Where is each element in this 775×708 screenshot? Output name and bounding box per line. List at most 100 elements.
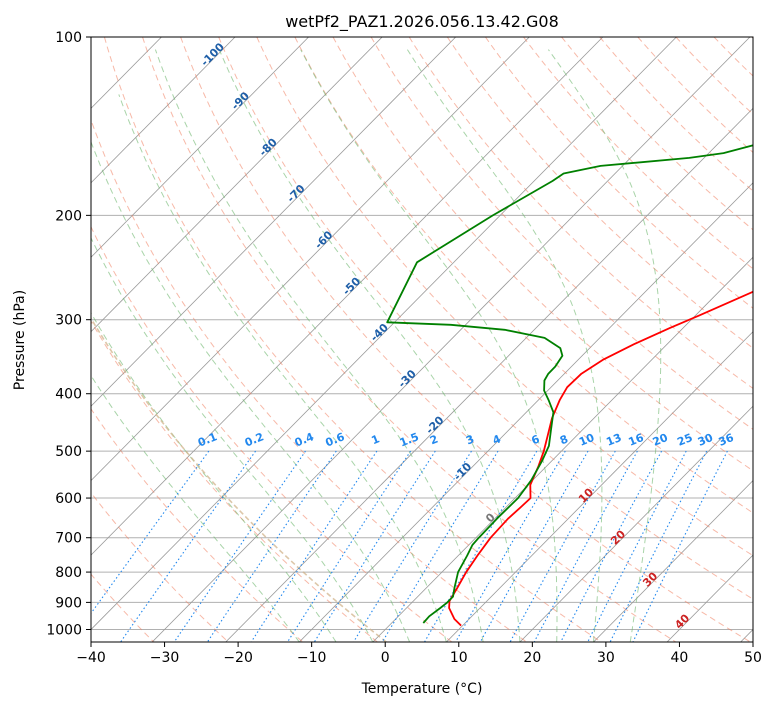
chart-title: wetPf2_PAZ1.2026.056.13.42.G08 [285,12,559,32]
y-tick-label: 300 [55,313,82,329]
dry-adiabat-330 [218,37,753,600]
mixing-ratio-label: 30 [696,431,715,449]
dry-adiabat-410 [523,37,753,270]
mixing-ratio-label: 13 [604,431,623,449]
y-tick-label: 1000 [46,623,82,639]
profiles [386,144,753,627]
y-tick-label: 600 [55,491,82,507]
moist-adiabat-20 [218,49,521,642]
mixing-ratio-line-0.2 [120,450,257,642]
mixing-ratio-line-0.4 [173,450,306,642]
dry-adiabat-370 [370,37,753,430]
mixing-ratio-line-1.5 [287,450,412,642]
x-tick-label: −10 [297,650,327,666]
mixing-ratio-label: 8 [558,432,570,447]
moist-adiabat--10 [91,374,300,642]
mixing-ratio-line-3 [353,450,472,642]
ice-curve [91,316,387,642]
x-tick-label: 0 [381,650,390,666]
x-axis-title: Temperature (°C) [361,681,483,697]
y-tick-label: 700 [55,531,82,547]
mixing-ratio-line-10 [479,450,589,642]
isotherm--30 [151,37,751,642]
temperature-profile [448,290,753,627]
isotherm--80 [91,37,383,333]
dewpoint-profile [386,144,753,624]
mixing-ratio-line-0.6 [206,450,337,642]
y-tick-label: 400 [55,387,82,403]
x-tick-label: 30 [597,650,615,666]
x-tick-label: −30 [150,650,180,666]
mixing-ratio-line-0.1 [91,450,210,615]
dry-adiabat-310 [142,37,677,642]
dry-adiabat-420 [561,37,753,231]
mixing-ratio-label: 36 [717,431,736,449]
background-lines [91,37,753,642]
isotherm-30 [593,480,753,642]
y-tick-label: 900 [55,595,82,611]
dry-adiabat-440 [637,37,753,154]
mixing-ratio-line-4 [381,450,499,642]
isotherm-20 [519,405,753,642]
y-tick-label: 800 [55,565,82,581]
x-tick-label: 50 [744,650,762,666]
isotherm--10 [298,182,753,642]
mixing-ratio-line-16 [533,450,638,642]
x-tick-label: −20 [223,650,253,666]
mixing-ratio-label: 20 [651,431,670,449]
dry-adiabat-280 [91,225,453,642]
dry-adiabat-360 [332,37,753,472]
mixing-ratio-line-25 [587,450,687,642]
moist-adiabat-0 [91,236,374,642]
isotherm-0 [372,256,753,642]
mixing-ratio-label: 16 [627,431,646,449]
isotherm--90 [91,37,309,258]
isotherm--20 [225,107,753,642]
mixing-ratio-label: 25 [675,431,694,449]
plot-frame [90,36,754,643]
mixing-ratio-line-13 [509,450,616,642]
moist-adiabat-15 [154,49,484,642]
isotherm--70 [91,37,457,407]
x-axis: −40 −30 −20 −10 0 10 20 30 40 50 [76,642,762,666]
dry-adiabat-270 [91,320,378,642]
mixing-ratio-line-6 [424,450,538,642]
x-tick-label: −40 [76,650,106,666]
moist-adiabat-10 [118,94,447,642]
y-axis-title: Pressure (hPa) [12,290,28,390]
mixing-ratio-line-8 [455,450,566,642]
x-tick-label: 10 [450,650,468,666]
moist-adiabat-25 [300,49,558,642]
dry-adiabat-300 [103,37,602,642]
y-tick-label: 500 [55,444,82,460]
moist-adiabat-30 [406,49,603,642]
y-axis: 1000 900 800 700 600 500 400 300 200 100 [46,30,91,639]
isotherm--40 [91,37,677,631]
moist-adiabat-35 [547,49,662,642]
dry-adiabat-340 [256,37,753,557]
isotherm--60 [91,37,530,482]
dry-adiabat-350 [294,37,753,514]
mixing-ratio-label: 10 [577,431,596,449]
dry-adiabat-260 [91,407,304,642]
dry-adiabat-320 [180,37,751,642]
dry-adiabat-380 [408,37,753,390]
x-tick-label: 40 [671,650,689,666]
mixing-ratio-label: 2 [428,432,440,447]
dry-adiabat-390 [446,37,753,349]
mixing-ratio-line-30 [609,450,708,642]
dry-adiabat-290 [91,118,527,642]
isotherm-10 [446,331,753,642]
mixing-ratio-label: 1 [370,432,382,447]
mixing-ratio-line-20 [560,450,663,642]
moist-adiabat-5 [91,140,411,642]
x-tick-label: 20 [523,650,541,666]
mixing-ratio-label: 3 [464,432,476,447]
isotherm--50 [91,37,604,556]
isotherm--100 [91,37,236,184]
y-tick-label: 100 [55,30,82,46]
y-tick-label: 200 [55,208,82,224]
mixing-ratio-line-2 [313,450,436,642]
